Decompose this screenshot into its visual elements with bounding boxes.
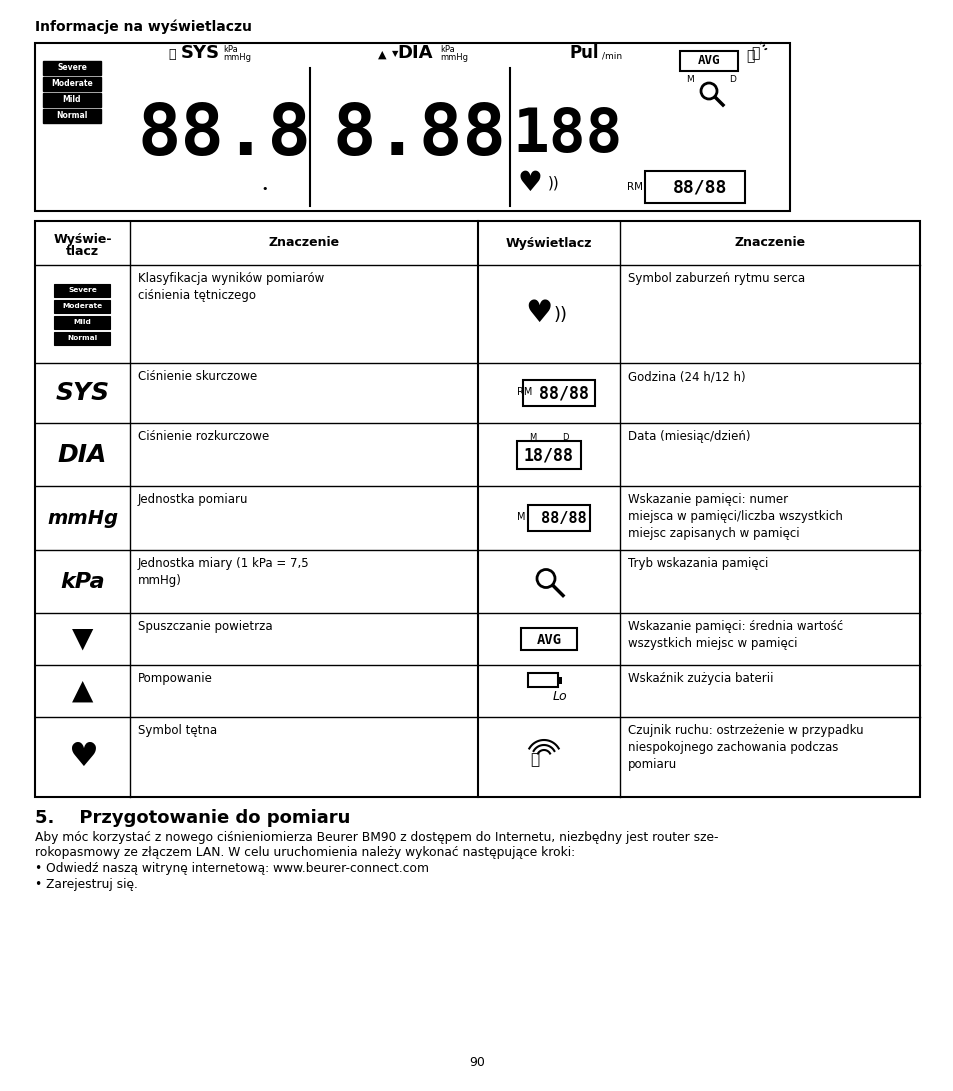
Text: •: •	[261, 184, 268, 194]
Text: M: M	[529, 433, 536, 442]
Bar	[43, 77, 101, 91]
Text: kPa: kPa	[223, 46, 237, 55]
Text: SYS: SYS	[55, 381, 110, 405]
Bar	[527, 505, 589, 531]
Text: D: D	[561, 433, 568, 442]
Text: 88/88: 88/88	[672, 178, 726, 196]
Bar	[54, 300, 111, 312]
Text: Jednostka pomiaru: Jednostka pomiaru	[138, 493, 248, 506]
Text: Wyświe-: Wyświe-	[53, 233, 112, 245]
Bar	[43, 61, 101, 75]
Text: Symbol zaburzeń rytmu serca: Symbol zaburzeń rytmu serca	[627, 272, 804, 285]
Text: Ciśnienie rozkurczowe: Ciśnienie rozkurczowe	[138, 430, 269, 443]
Bar	[54, 284, 111, 297]
Text: AVG: AVG	[697, 55, 720, 68]
Text: ✋: ✋	[530, 753, 539, 767]
Text: kPa: kPa	[60, 572, 105, 591]
Text: rokopasmowy ze złączem LAN. W celu uruchomienia należy wykonać następujące kroki: rokopasmowy ze złączem LAN. W celu uruch…	[35, 846, 575, 859]
Bar	[35, 221, 919, 798]
Text: mmHg: mmHg	[47, 508, 118, 528]
Text: Spuszczanie powietrza: Spuszczanie powietrza	[138, 620, 273, 633]
Bar	[679, 51, 738, 71]
Text: ✋: ✋	[745, 49, 754, 63]
Bar	[43, 93, 101, 107]
Text: Tryb wskazania pamięci: Tryb wskazania pamięci	[627, 558, 767, 570]
Text: Pompowanie: Pompowanie	[138, 672, 213, 685]
Text: Wskaźnik zużycia baterii: Wskaźnik zużycia baterii	[627, 672, 773, 685]
Text: M: M	[685, 74, 693, 84]
Text: AVG: AVG	[536, 633, 561, 647]
Text: 18/88: 18/88	[523, 446, 574, 465]
Text: Znaczenie: Znaczenie	[734, 237, 804, 250]
Text: ▲: ▲	[71, 678, 93, 705]
Text: 〔: 〔	[750, 46, 759, 60]
Text: Severe: Severe	[68, 287, 97, 293]
Text: 88.8: 88.8	[138, 100, 312, 170]
Text: DIA: DIA	[58, 443, 107, 467]
Text: ♥: ♥	[525, 300, 552, 328]
Text: Severe: Severe	[57, 63, 87, 72]
Text: Wskazanie pamięci: numer
miejsca w pamięci/liczba wszystkich
miejsc zapisanych w: Wskazanie pamięci: numer miejsca w pamię…	[627, 493, 842, 540]
Bar	[527, 673, 558, 687]
Text: ♥: ♥	[68, 741, 97, 774]
Text: 88/88: 88/88	[538, 385, 588, 403]
Text: RM: RM	[626, 182, 642, 192]
Text: DIA: DIA	[396, 44, 433, 62]
Text: RM: RM	[517, 387, 532, 397]
Text: Jednostka miary (1 kPa = 7,5
mmHg): Jednostka miary (1 kPa = 7,5 mmHg)	[138, 558, 310, 587]
Text: Lo: Lo	[553, 691, 567, 704]
Text: )): ))	[554, 305, 567, 324]
Text: Moderate: Moderate	[51, 80, 92, 88]
Text: Wskazanie pamięci: średnia wartość
wszystkich miejsc w pamięci: Wskazanie pamięci: średnia wartość wszys…	[627, 620, 842, 650]
Bar	[54, 332, 111, 345]
Text: Symbol tętna: Symbol tętna	[138, 724, 217, 738]
Text: M: M	[517, 512, 525, 521]
Text: Godzina (24 h/12 h): Godzina (24 h/12 h)	[627, 370, 745, 383]
Text: Klasyfikacja wyników pomiarów
ciśnienia tętniczego: Klasyfikacja wyników pomiarów ciśnienia …	[138, 272, 324, 302]
Bar	[43, 109, 101, 123]
Text: Pul: Pul	[569, 44, 598, 62]
Text: Informacje na wyświetlaczu: Informacje na wyświetlaczu	[35, 19, 252, 34]
Bar	[517, 441, 580, 468]
Text: Mild: Mild	[73, 319, 91, 325]
Text: /min: /min	[601, 51, 621, 60]
Bar	[520, 628, 577, 650]
Text: D: D	[729, 74, 736, 84]
Text: Aby móc korzystać z nowego ciśnieniomierza Beurer BM90 z dostępem do Internetu, : Aby móc korzystać z nowego ciśnieniomier…	[35, 831, 718, 844]
Text: 5.    Przygotowanie do pomiaru: 5. Przygotowanie do pomiaru	[35, 810, 350, 827]
Text: Ciśnienie skurczowe: Ciśnienie skurczowe	[138, 370, 257, 383]
Bar	[644, 171, 744, 203]
Text: Znaczenie: Znaczenie	[268, 237, 339, 250]
Text: mmHg: mmHg	[223, 52, 251, 61]
Text: ⬜: ⬜	[168, 48, 175, 61]
Bar	[54, 315, 111, 328]
Text: tlacz: tlacz	[66, 245, 99, 257]
Text: 188: 188	[513, 106, 622, 165]
Text: Data (miesiąc/dzień): Data (miesiąc/dzień)	[627, 430, 750, 443]
Text: ♥: ♥	[517, 169, 542, 197]
Text: • Zarejestruj się.: • Zarejestruj się.	[35, 878, 138, 891]
Text: Czujnik ruchu: ostrzeżenie w przypadku
niespokojnego zachowania podczas
pomiaru: Czujnik ruchu: ostrzeżenie w przypadku n…	[627, 724, 862, 771]
Bar	[558, 676, 561, 683]
Text: Wyświetlacz: Wyświetlacz	[505, 237, 592, 250]
Text: Normal: Normal	[56, 111, 88, 120]
Text: ▲: ▲	[377, 50, 386, 60]
Bar	[522, 380, 595, 406]
Text: 88/88: 88/88	[540, 512, 586, 527]
Text: Moderate: Moderate	[62, 303, 103, 309]
Text: )): ))	[547, 176, 559, 191]
Text: ▼: ▼	[392, 49, 397, 59]
Text: mmHg: mmHg	[439, 52, 468, 61]
Text: 8.88: 8.88	[333, 100, 506, 170]
Text: SYS: SYS	[180, 44, 219, 62]
Text: • Odwiedź naszą witrynę internetową: www.beurer-connect.com: • Odwiedź naszą witrynę internetową: www…	[35, 862, 429, 875]
Text: Normal: Normal	[68, 335, 97, 341]
Text: kPa: kPa	[439, 46, 455, 55]
Bar	[35, 43, 789, 211]
Text: Mild: Mild	[63, 96, 81, 105]
Text: 90: 90	[469, 1056, 484, 1069]
Text: ▼: ▼	[71, 625, 93, 654]
